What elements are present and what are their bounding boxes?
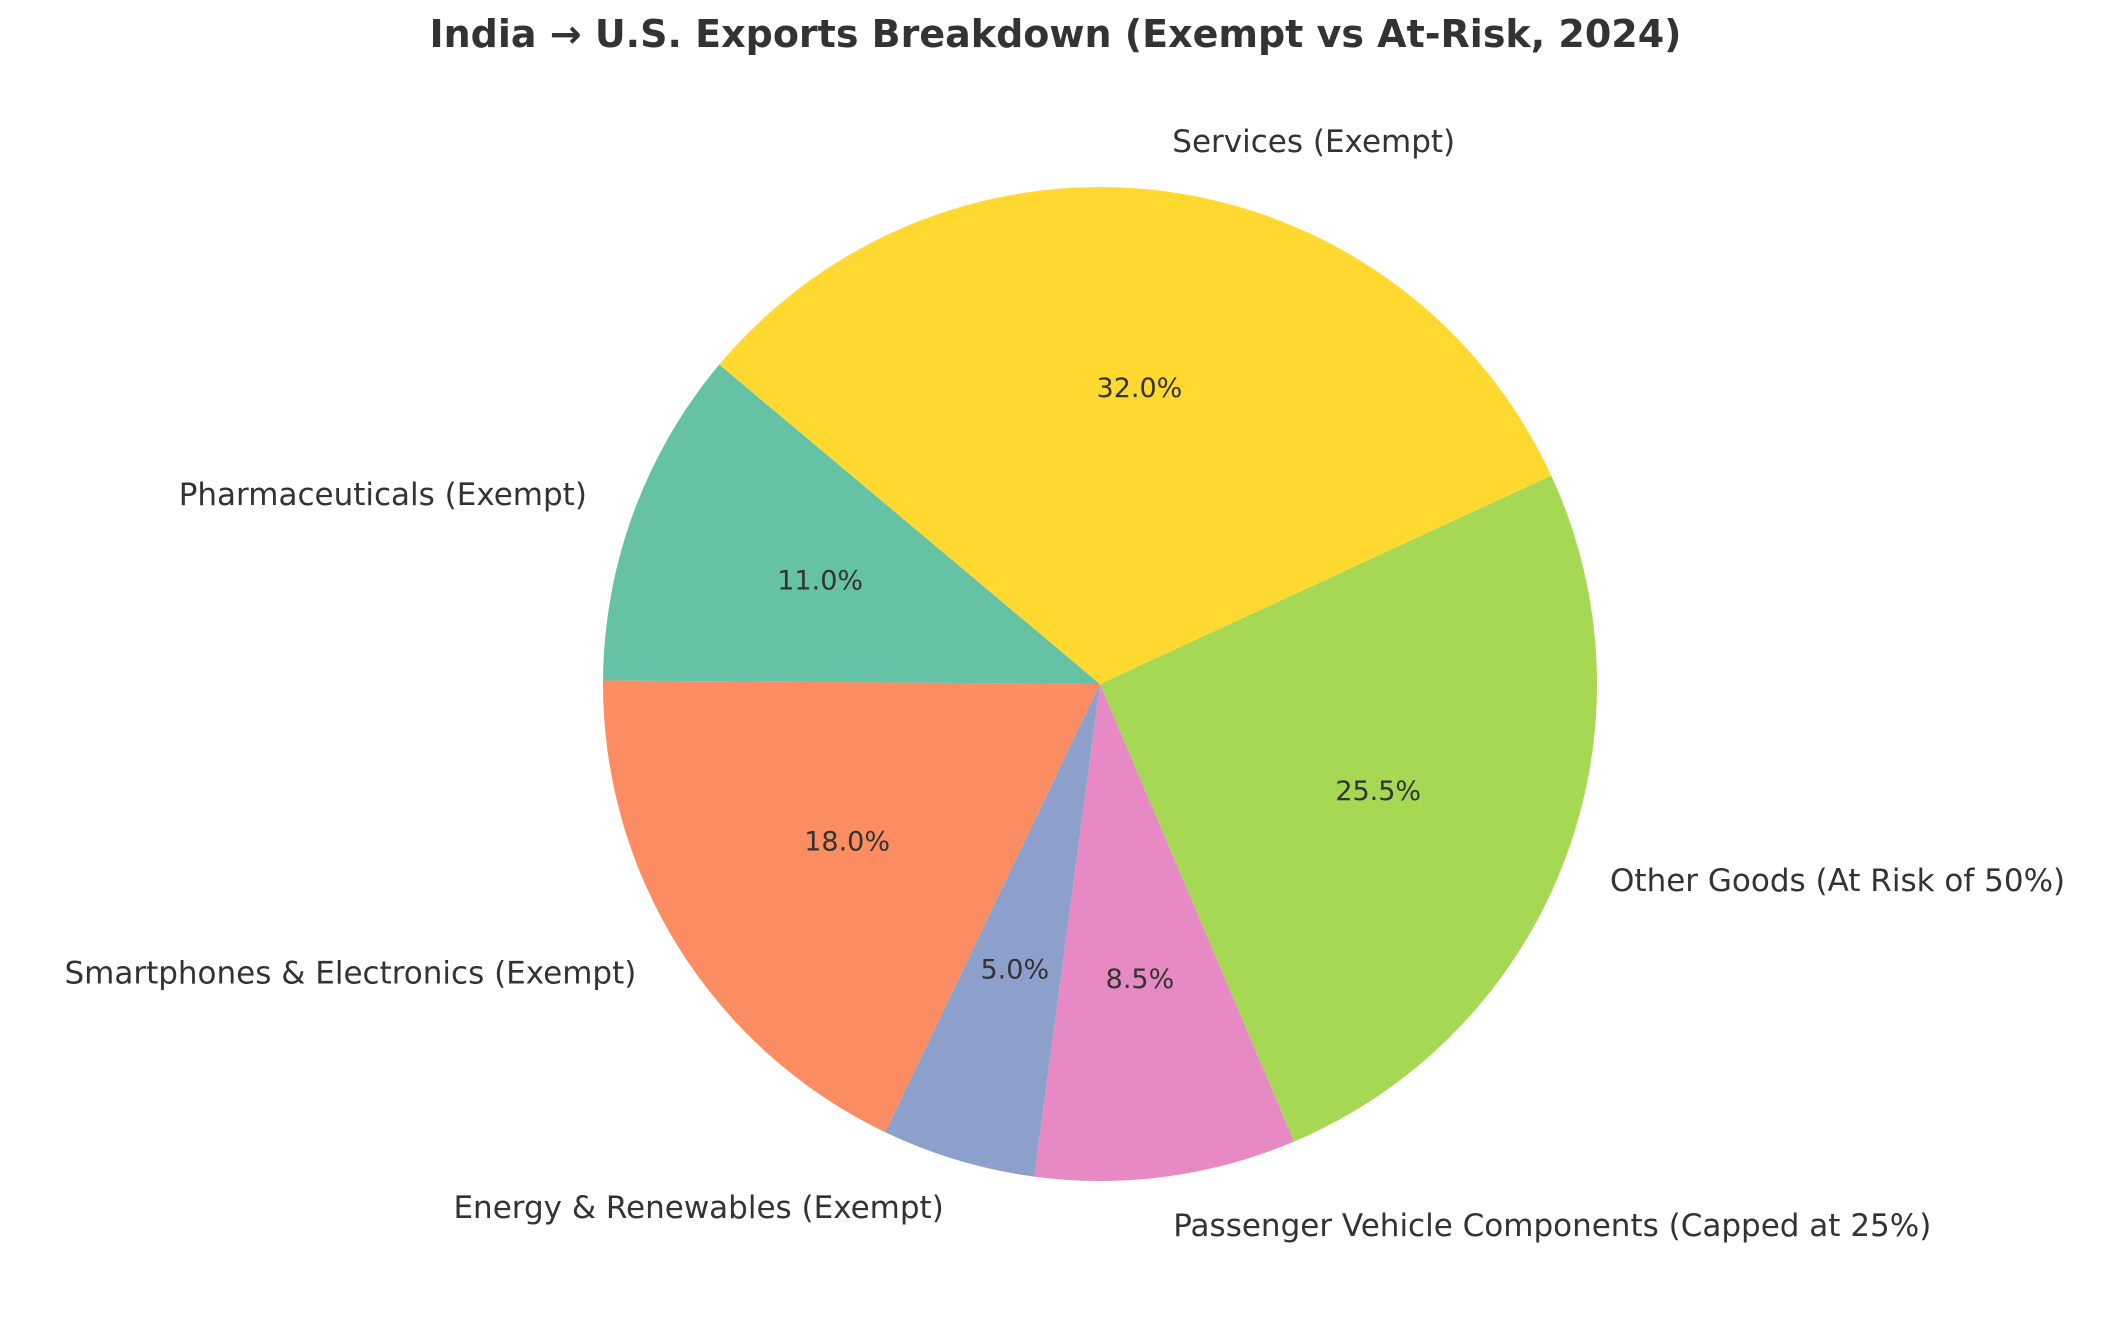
slice-label: Other Goods (At Risk of 50%) bbox=[1610, 863, 2065, 899]
percentage-label: 32.0% bbox=[1097, 373, 1183, 404]
pie-slice-energy-renewables-exempt bbox=[885, 684, 1100, 1177]
slice-label: Smartphones & Electronics (Exempt) bbox=[64, 956, 636, 992]
pie-slice-passenger-vehicle-components-capped-at-25 bbox=[1034, 684, 1295, 1181]
slice-label: Pharmaceuticals (Exempt) bbox=[179, 477, 587, 513]
percentage-label: 11.0% bbox=[777, 566, 863, 597]
percentage-label: 8.5% bbox=[1106, 964, 1175, 995]
pie-slice-pharmaceuticals-exempt bbox=[603, 364, 1100, 684]
pie-slice-smartphones-electronics-exempt bbox=[602, 680, 1100, 1133]
slice-label: Services (Exempt) bbox=[1172, 124, 1455, 160]
percentage-label: 5.0% bbox=[981, 954, 1050, 985]
slice-label: Energy & Renewables (Exempt) bbox=[453, 1190, 943, 1226]
pie-slice-other-goods-at-risk-of-50 bbox=[1100, 475, 1597, 1142]
percentage-labels: 11.0% 18.0% 5.0% 8.5% 25.5% 32.0% bbox=[777, 373, 1421, 995]
pie-slices bbox=[602, 186, 1597, 1181]
slice-label: Passenger Vehicle Components (Capped at … bbox=[1173, 1208, 1931, 1244]
percentage-label: 25.5% bbox=[1335, 776, 1421, 807]
category-labels: Pharmaceuticals (Exempt) Smartphones & El… bbox=[64, 124, 2065, 1244]
pie-slice-services-exempt bbox=[719, 186, 1552, 684]
chart-title: India → U.S. Exports Breakdown (Exempt v… bbox=[429, 12, 1682, 56]
percentage-label: 18.0% bbox=[804, 827, 890, 858]
